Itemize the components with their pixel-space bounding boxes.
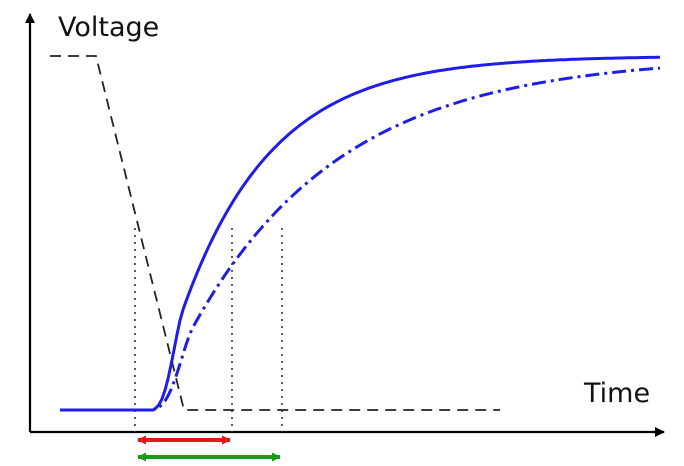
fast-response-solid-curve <box>60 55 660 412</box>
input-signal-dashed-line <box>50 55 500 411</box>
y-axis-label: Voltage <box>58 12 159 43</box>
slow-response-dashdot-curve <box>60 66 661 412</box>
x-axis-label: Time <box>583 378 650 409</box>
